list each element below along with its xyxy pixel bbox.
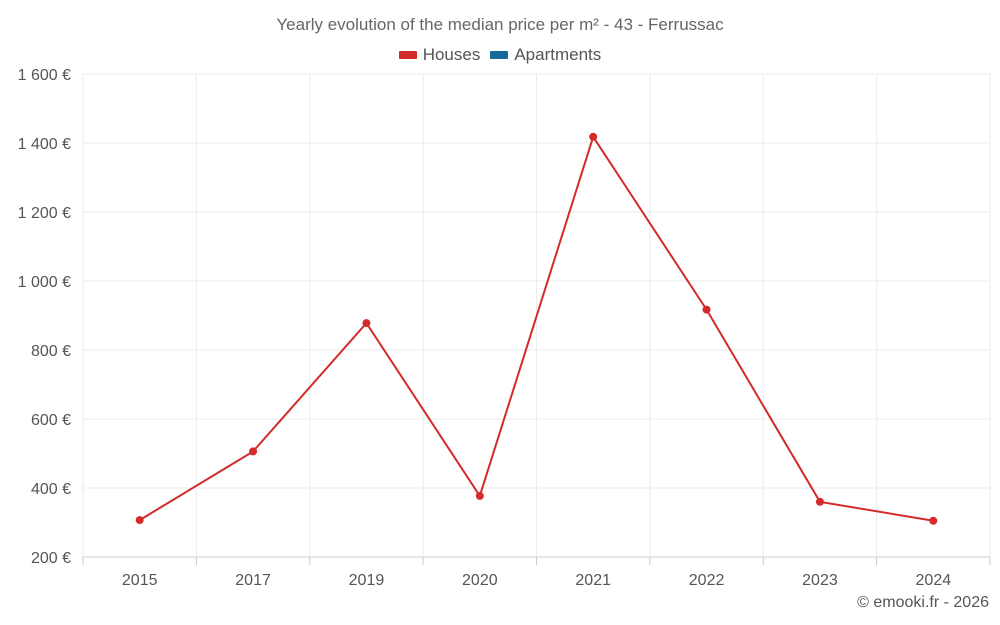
- y-tick-label: 800 €: [31, 343, 71, 360]
- y-tick-label: 600 €: [31, 412, 71, 429]
- x-tick-label: 2019: [349, 572, 385, 589]
- houses-data-point[interactable]: [249, 447, 258, 456]
- houses-data-point[interactable]: [362, 319, 371, 328]
- x-tick-label: 2017: [235, 572, 271, 589]
- houses-series-line: [139, 134, 934, 522]
- y-tick-label: 1 000 €: [18, 274, 71, 291]
- legend-item-apartments[interactable]: Apartments: [490, 45, 601, 65]
- x-tick-label: 2024: [916, 572, 952, 589]
- y-tick-label: 400 €: [31, 481, 71, 498]
- legend-swatch-houses: [398, 51, 417, 59]
- y-tick-label: 1 400 €: [18, 136, 71, 153]
- legend-label-houses: Houses: [422, 45, 481, 64]
- houses-data-point[interactable]: [135, 516, 144, 525]
- legend-label-apartments: Apartments: [514, 45, 602, 64]
- x-tick-label: 2021: [575, 572, 611, 589]
- houses-data-point[interactable]: [475, 491, 484, 500]
- legend-item-houses[interactable]: Houses: [398, 45, 481, 65]
- y-tick-label: 1 600 €: [18, 67, 71, 84]
- x-tick-label: 2023: [802, 572, 838, 589]
- copyright-credit: © emooki.fr - 2026: [857, 594, 989, 611]
- x-tick-label: 2020: [462, 572, 498, 589]
- legend-swatch-apartments: [490, 51, 509, 59]
- chart-title: Yearly evolution of the median price per…: [276, 15, 724, 34]
- houses-data-point[interactable]: [929, 516, 938, 525]
- y-tick-label: 200 €: [31, 550, 71, 567]
- y-tick-label: 1 200 €: [18, 205, 71, 222]
- houses-data-point[interactable]: [815, 497, 824, 506]
- houses-data-point[interactable]: [589, 132, 598, 141]
- houses-data-point[interactable]: [702, 305, 711, 314]
- x-tick-label: 2022: [689, 572, 725, 589]
- x-tick-label: 2015: [122, 572, 158, 589]
- chart-legend: Houses Apartments: [0, 45, 1000, 65]
